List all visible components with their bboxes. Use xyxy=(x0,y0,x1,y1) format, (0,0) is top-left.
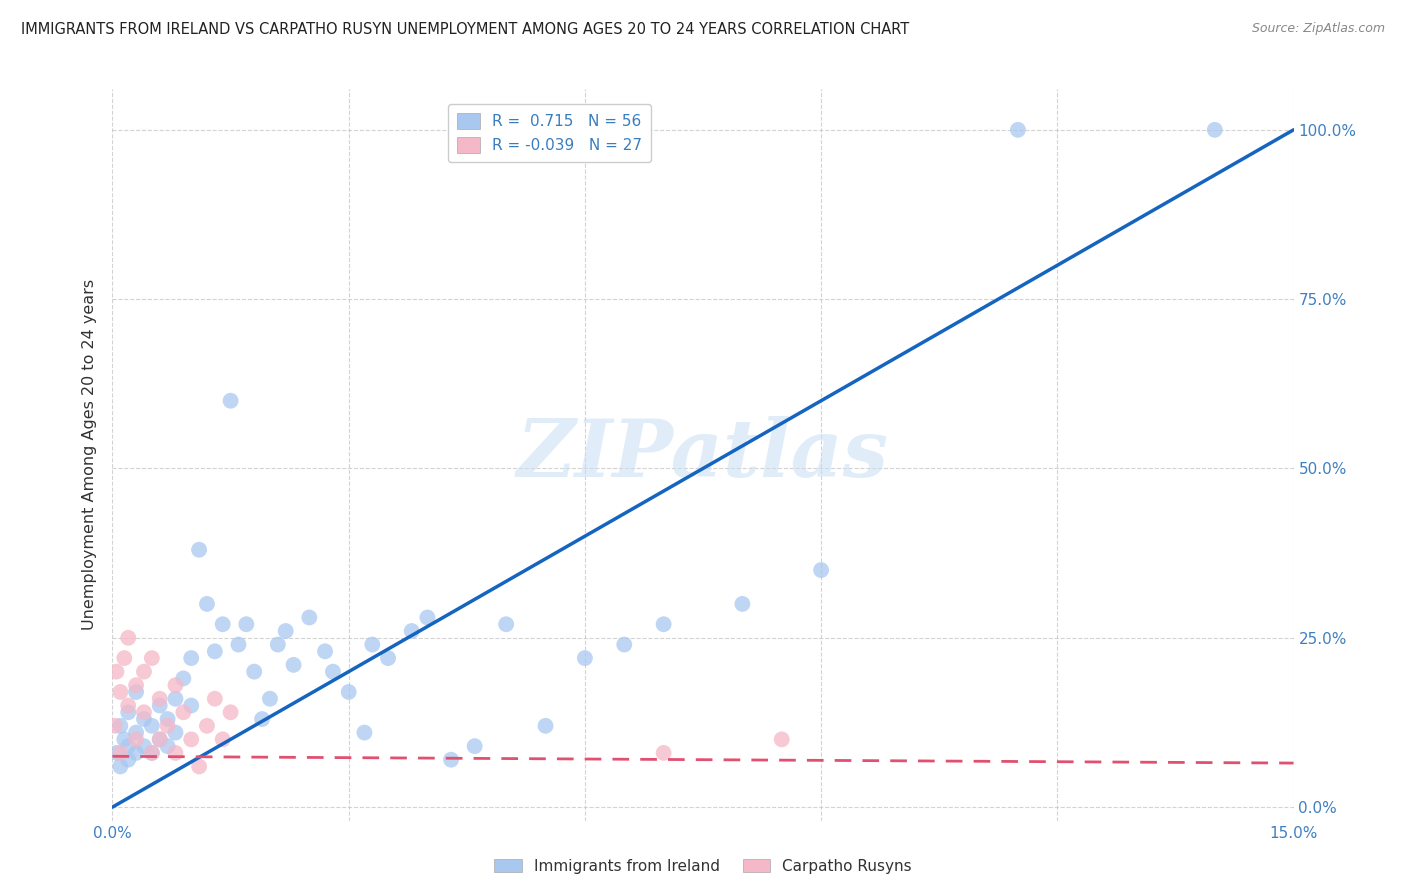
Point xyxy=(416,610,439,624)
Point xyxy=(322,665,344,679)
Point xyxy=(125,678,148,692)
Point xyxy=(235,617,257,632)
Point xyxy=(125,732,148,747)
Point xyxy=(117,631,139,645)
Point xyxy=(298,610,321,624)
Point xyxy=(149,732,172,747)
Point xyxy=(117,706,139,720)
Point xyxy=(228,638,250,652)
Point xyxy=(652,746,675,760)
Point xyxy=(377,651,399,665)
Point xyxy=(149,732,172,747)
Point xyxy=(495,617,517,632)
Point xyxy=(1204,123,1226,137)
Point xyxy=(810,563,832,577)
Point xyxy=(132,706,155,720)
Point xyxy=(132,739,155,753)
Point xyxy=(110,719,132,733)
Point xyxy=(314,644,336,658)
Point xyxy=(149,691,172,706)
Point xyxy=(165,725,187,739)
Point xyxy=(105,665,128,679)
Point xyxy=(110,759,132,773)
Point xyxy=(195,719,218,733)
Point xyxy=(440,753,463,767)
Point xyxy=(165,691,187,706)
Point xyxy=(204,644,226,658)
Legend: Immigrants from Ireland, Carpatho Rusyns: Immigrants from Ireland, Carpatho Rusyns xyxy=(488,853,918,880)
Point xyxy=(141,746,163,760)
Point xyxy=(195,597,218,611)
Point xyxy=(156,739,179,753)
Point xyxy=(188,542,211,557)
Point xyxy=(250,712,273,726)
Point xyxy=(243,665,266,679)
Point xyxy=(165,678,187,692)
Point xyxy=(770,732,793,747)
Point xyxy=(219,706,242,720)
Point xyxy=(156,712,179,726)
Point xyxy=(112,651,135,665)
Point xyxy=(180,698,202,713)
Point xyxy=(180,651,202,665)
Legend: R =  0.715   N = 56, R = -0.039   N = 27: R = 0.715 N = 56, R = -0.039 N = 27 xyxy=(447,104,651,162)
Point xyxy=(125,725,148,739)
Point xyxy=(141,746,163,760)
Point xyxy=(117,753,139,767)
Y-axis label: Unemployment Among Ages 20 to 24 years: Unemployment Among Ages 20 to 24 years xyxy=(82,279,97,631)
Text: ZIPatlas: ZIPatlas xyxy=(517,417,889,493)
Point xyxy=(267,638,290,652)
Point xyxy=(337,685,360,699)
Point xyxy=(204,691,226,706)
Point xyxy=(731,597,754,611)
Point xyxy=(211,732,233,747)
Point xyxy=(188,759,211,773)
Point xyxy=(132,665,155,679)
Point xyxy=(112,732,135,747)
Text: Source: ZipAtlas.com: Source: ZipAtlas.com xyxy=(1251,22,1385,36)
Text: IMMIGRANTS FROM IRELAND VS CARPATHO RUSYN UNEMPLOYMENT AMONG AGES 20 TO 24 YEARS: IMMIGRANTS FROM IRELAND VS CARPATHO RUSY… xyxy=(21,22,910,37)
Point xyxy=(401,624,423,638)
Point xyxy=(574,651,596,665)
Point xyxy=(141,719,163,733)
Point xyxy=(110,746,132,760)
Point xyxy=(274,624,297,638)
Point xyxy=(125,685,148,699)
Point xyxy=(117,698,139,713)
Point xyxy=(165,746,187,760)
Point xyxy=(353,725,375,739)
Point xyxy=(219,393,242,408)
Point xyxy=(125,746,148,760)
Point xyxy=(652,617,675,632)
Point xyxy=(149,698,172,713)
Point xyxy=(156,719,179,733)
Point xyxy=(613,638,636,652)
Point xyxy=(141,651,163,665)
Point xyxy=(180,732,202,747)
Point xyxy=(464,739,486,753)
Point xyxy=(105,746,128,760)
Point xyxy=(172,672,194,686)
Point xyxy=(117,739,139,753)
Point xyxy=(211,617,233,632)
Point xyxy=(283,657,305,672)
Point xyxy=(1007,123,1029,137)
Point xyxy=(259,691,281,706)
Point xyxy=(172,706,194,720)
Point xyxy=(104,719,127,733)
Point xyxy=(534,719,557,733)
Point xyxy=(361,638,384,652)
Point xyxy=(110,685,132,699)
Point xyxy=(132,712,155,726)
